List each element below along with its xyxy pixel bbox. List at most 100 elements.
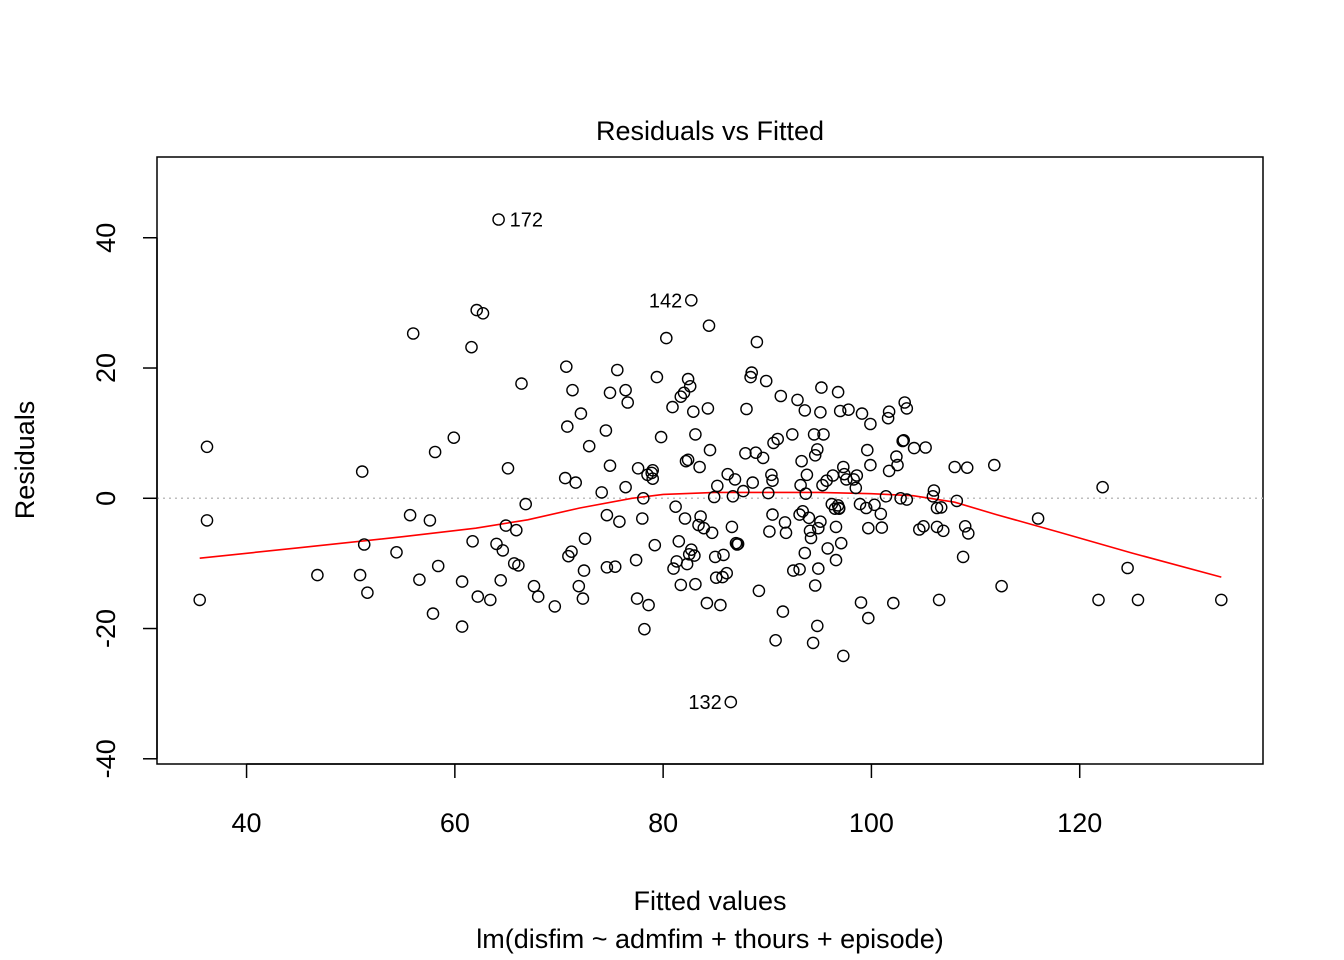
residual-point-172 (814, 405, 827, 419)
residual-point-121 (728, 473, 742, 486)
residual-point-40 (560, 360, 573, 374)
y-tick-label-0: 0 (91, 491, 121, 506)
residual-point-59 (611, 363, 624, 377)
residual-point-245 (1131, 593, 1145, 607)
residual-point-180 (828, 502, 842, 516)
residual-point-107 (703, 443, 717, 457)
residual-point-187 (833, 404, 847, 418)
residual-point-43 (565, 545, 578, 559)
residual-point-130 (746, 476, 760, 489)
residual-point-231 (934, 501, 948, 514)
residual-point-161 (803, 524, 817, 538)
residual-point-206 (868, 498, 881, 512)
residual-point-223 (913, 523, 926, 536)
residual-point-46 (572, 579, 586, 593)
residual-point-153 (794, 478, 807, 492)
residual-point-167 (811, 443, 824, 456)
y-tick-label-40: 40 (91, 223, 121, 253)
residual-point-220 (900, 493, 914, 506)
residual-point-88 (679, 454, 693, 468)
residual-point-16 (447, 431, 461, 445)
residual-point-73 (646, 463, 660, 477)
residual-point-221 (900, 402, 914, 415)
residual-point-213 (887, 596, 900, 610)
residual-point-22 (471, 590, 485, 603)
residual-point-152 (793, 508, 806, 521)
residual-point-154 (795, 454, 808, 468)
residual-point-125 (737, 484, 750, 498)
residual-point-81 (669, 500, 682, 514)
residual-point-216 (894, 491, 907, 505)
residual-point-197 (853, 497, 867, 511)
residual-point-207 (874, 507, 888, 521)
residual-point-119 (725, 520, 739, 534)
residual-point-17 (455, 575, 469, 588)
residual-point-132 (750, 335, 764, 349)
residual-point-171 (814, 515, 827, 529)
residual-point-64 (629, 553, 643, 567)
residual-point-51 (582, 439, 596, 453)
residual-point-137 (763, 525, 776, 538)
y-axis: -40 -20 0 20 40 (91, 223, 158, 778)
residual-point-212 (882, 464, 896, 478)
residual-point-29 (499, 519, 513, 532)
residual-point-118 (724, 695, 738, 709)
residual-point-67 (636, 512, 649, 525)
residual-point-144 (774, 389, 788, 403)
residual-point-34 (515, 377, 528, 390)
residual-point-229 (930, 520, 944, 534)
residual-point-237 (960, 461, 974, 475)
x-tick-label-60: 60 (440, 808, 470, 838)
residual-point-69 (638, 622, 651, 636)
residual-point-20 (466, 535, 479, 548)
residual-point-97 (688, 549, 701, 562)
residual-point-21 (470, 303, 484, 317)
residual-point-27 (494, 574, 508, 587)
residual-point-95 (685, 543, 698, 557)
residual-point-68 (637, 491, 650, 505)
residual-point-227 (927, 484, 941, 497)
residual-point-241 (1031, 512, 1045, 525)
outlier-label-132: 132 (688, 692, 721, 714)
residual-point-242 (1092, 593, 1105, 607)
residual-point-14 (428, 445, 442, 459)
residual-point-224 (917, 520, 930, 533)
residual-point-133 (752, 584, 766, 598)
residual-point-162 (804, 531, 818, 545)
residual-point-202 (862, 611, 875, 625)
residual-point-56 (603, 386, 617, 400)
residual-point-190 (837, 460, 850, 474)
residual-point-85 (674, 390, 688, 404)
residual-point-10 (406, 327, 420, 340)
residual-point-138 (765, 468, 778, 482)
residual-point-204 (864, 417, 877, 431)
x-tick-label-120: 120 (1057, 808, 1102, 838)
residual-point-239 (988, 458, 1001, 472)
residual-point-215 (891, 458, 904, 472)
residual-point-60 (613, 515, 626, 529)
residual-point-41 (561, 420, 574, 433)
residual-point-84 (674, 578, 688, 592)
residual-point-89 (680, 557, 694, 571)
residual-point-201 (861, 443, 874, 457)
residual-point-226 (926, 489, 940, 503)
residual-point-0 (193, 593, 206, 607)
residual-point-188 (834, 536, 848, 550)
residual-point-244 (1121, 561, 1134, 575)
residual-point-35 (519, 497, 533, 511)
residual-point-62 (619, 383, 632, 397)
residual-point-189 (837, 649, 850, 663)
residual-point-142 (769, 634, 782, 647)
residual-point-124 (731, 537, 745, 551)
lowess-smooth-line (199, 491, 1222, 578)
residual-point-66 (631, 461, 645, 475)
residual-point-57 (603, 459, 617, 473)
residual-point-74 (646, 472, 660, 486)
residual-point-52 (595, 486, 609, 499)
model-formula-subtitle: lm(disfim ~ admfim + thours + episode) (476, 924, 943, 954)
residual-point-160 (802, 511, 816, 525)
residual-point-49 (577, 564, 591, 577)
residual-point-83 (672, 535, 686, 548)
residual-point-203 (862, 521, 875, 535)
